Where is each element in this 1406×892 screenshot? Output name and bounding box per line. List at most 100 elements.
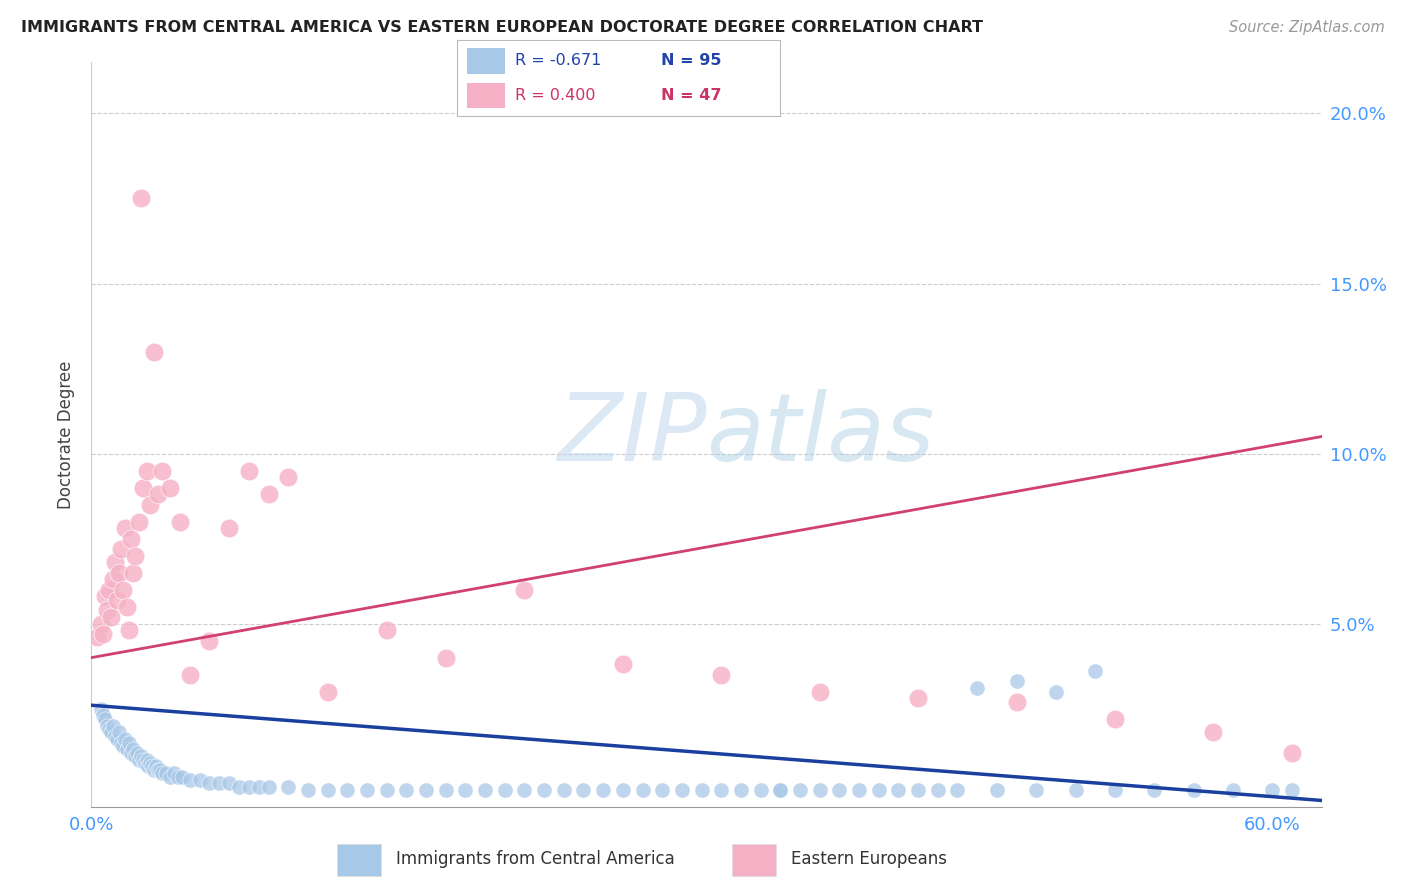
Point	[238, 780, 260, 794]
Point	[111, 582, 134, 597]
Point	[124, 549, 146, 563]
Point	[167, 770, 190, 784]
Point	[170, 770, 193, 784]
Point	[218, 776, 240, 790]
Point	[100, 609, 122, 624]
Point	[131, 753, 153, 767]
Point	[907, 691, 929, 706]
Point	[114, 521, 136, 535]
Point	[769, 783, 792, 797]
Point	[108, 725, 131, 739]
Point	[90, 616, 112, 631]
Point	[104, 555, 127, 569]
Text: ZIP: ZIP	[557, 389, 706, 481]
Point	[118, 624, 141, 638]
FancyBboxPatch shape	[467, 47, 506, 73]
Point	[91, 627, 114, 641]
Point	[1045, 684, 1067, 698]
Point	[91, 708, 114, 723]
Text: IMMIGRANTS FROM CENTRAL AMERICA VS EASTERN EUROPEAN DOCTORATE DEGREE CORRELATION: IMMIGRANTS FROM CENTRAL AMERICA VS EASTE…	[21, 20, 983, 35]
Point	[612, 783, 634, 797]
Point	[257, 487, 280, 501]
Point	[434, 783, 457, 797]
Point	[228, 780, 250, 794]
Point	[98, 582, 121, 597]
Point	[198, 776, 221, 790]
Point	[434, 650, 457, 665]
Point	[257, 780, 280, 794]
Point	[513, 582, 536, 597]
Point	[145, 759, 167, 773]
Point	[1182, 783, 1205, 797]
Point	[218, 521, 240, 535]
Point	[101, 718, 124, 732]
Point	[105, 592, 128, 607]
Point	[1104, 783, 1126, 797]
Point	[927, 783, 949, 797]
Point	[163, 766, 186, 780]
Point	[108, 566, 131, 580]
Point	[887, 783, 910, 797]
Point	[1261, 783, 1284, 797]
Point	[966, 681, 988, 696]
Point	[198, 633, 221, 648]
Point	[946, 783, 969, 797]
Point	[104, 729, 127, 743]
Point	[1281, 783, 1303, 797]
Text: Eastern Europeans: Eastern Europeans	[790, 849, 946, 868]
Point	[1222, 783, 1244, 797]
Point	[297, 783, 319, 797]
Point	[159, 770, 181, 784]
Point	[115, 742, 138, 756]
Point	[612, 657, 634, 672]
Point	[868, 783, 890, 797]
Point	[110, 541, 132, 556]
Text: R = -0.671: R = -0.671	[515, 54, 602, 68]
Point	[96, 603, 118, 617]
Point	[188, 772, 211, 787]
Point	[316, 684, 339, 698]
Point	[553, 783, 575, 797]
Point	[139, 756, 162, 770]
Point	[572, 783, 595, 797]
Point	[247, 780, 270, 794]
Point	[98, 722, 121, 736]
Point	[124, 749, 146, 764]
Point	[159, 481, 181, 495]
FancyBboxPatch shape	[337, 844, 381, 876]
Point	[179, 667, 201, 681]
Text: atlas: atlas	[706, 389, 935, 481]
Point	[1005, 695, 1028, 709]
Point	[128, 753, 150, 767]
Point	[148, 487, 170, 501]
Point	[277, 780, 299, 794]
Point	[155, 766, 177, 780]
Point	[1064, 783, 1087, 797]
Point	[474, 783, 496, 797]
Point	[150, 464, 173, 478]
Point	[749, 783, 772, 797]
Point	[1281, 746, 1303, 760]
Point	[129, 192, 152, 206]
Point	[115, 599, 138, 614]
FancyBboxPatch shape	[733, 844, 776, 876]
Point	[114, 732, 136, 747]
Point	[94, 712, 117, 726]
Point	[494, 783, 516, 797]
Point	[101, 573, 124, 587]
Point	[671, 783, 693, 797]
Point	[415, 783, 437, 797]
Point	[148, 763, 170, 777]
Point	[135, 753, 157, 767]
Point	[730, 783, 752, 797]
Point	[710, 783, 733, 797]
Point	[238, 464, 260, 478]
Point	[131, 481, 153, 495]
Point	[1143, 783, 1166, 797]
Text: Source: ZipAtlas.com: Source: ZipAtlas.com	[1229, 20, 1385, 35]
Point	[105, 732, 128, 747]
Text: N = 47: N = 47	[661, 88, 721, 103]
Point	[454, 783, 477, 797]
Point	[533, 783, 555, 797]
Point	[208, 776, 231, 790]
